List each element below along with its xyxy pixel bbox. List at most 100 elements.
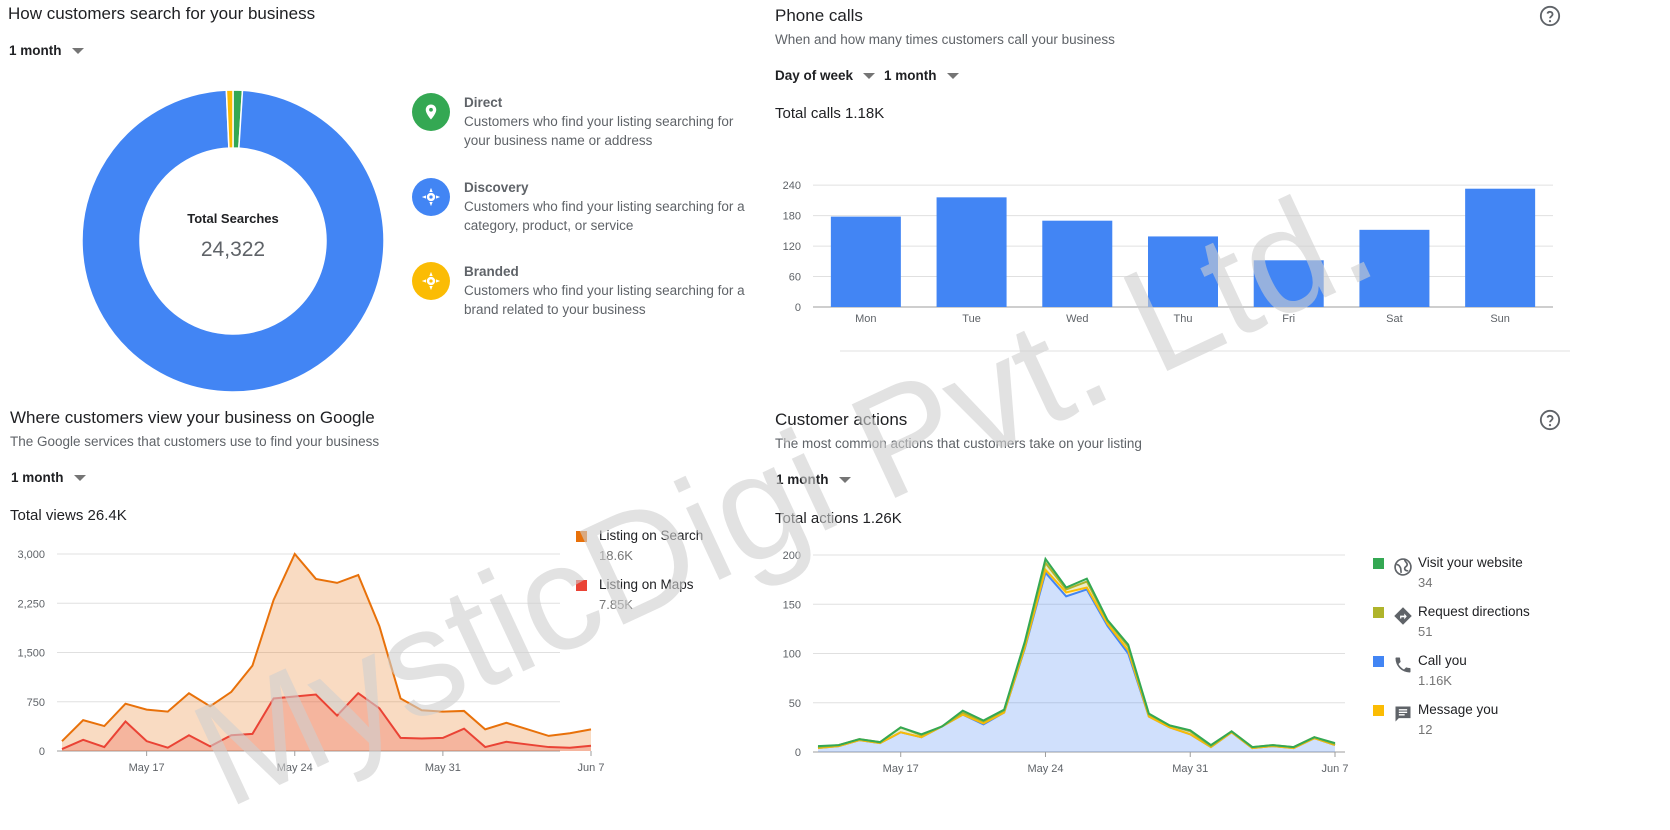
- legend-swatch: [1373, 558, 1384, 569]
- source-name: Branded: [464, 264, 519, 279]
- day-of-week-label: Day of week: [775, 68, 854, 83]
- day-of-week-dropdown[interactable]: Day of week: [775, 68, 876, 83]
- legend-swatch: [1373, 607, 1384, 618]
- search-period-dropdown[interactable]: 1 month: [9, 43, 84, 58]
- source-desc: Customers who find your listing searchin…: [464, 199, 745, 233]
- line-listing-on-maps: [61, 691, 592, 750]
- donut-center-value: 24,322: [200, 238, 266, 261]
- line-visit-your-website: [817, 556, 1336, 749]
- y-tick-label: 60: [789, 272, 801, 284]
- y-tick-label: 3,000: [17, 549, 45, 561]
- y-tick-label: 750: [27, 697, 45, 709]
- branded-badge: [412, 262, 450, 300]
- calls-total: Total calls 1.18K: [775, 105, 885, 122]
- x-tick-label: May 17: [129, 762, 165, 774]
- donut-slice-branded: [225, 89, 234, 149]
- chevron-down-icon: [863, 72, 876, 79]
- actions-area-chart: 0 50 100 150 200 May 17 May 24 May 31 Jun 7: [783, 550, 1349, 775]
- bar-thu: [1148, 236, 1218, 307]
- legend-value: 1.16K: [1418, 673, 1452, 688]
- compass-icon: [421, 271, 441, 291]
- calls-period-dropdown[interactable]: 1 month: [884, 68, 959, 83]
- phone-icon: [1395, 657, 1411, 673]
- source-name: Direct: [464, 95, 503, 110]
- chevron-down-icon: [71, 47, 84, 54]
- compass-icon: [421, 187, 441, 207]
- x-tick-label: Jun 7: [1322, 763, 1349, 775]
- source-desc: Customers who find your listing searchin…: [464, 283, 745, 317]
- calls-bar-chart: 0 60 120 180 240 Mon Tue Wed Thu Fri Sat Sun: [783, 180, 1570, 352]
- bar-fri: [1253, 260, 1324, 307]
- y-tick-label: 180: [783, 211, 801, 223]
- y-tick-label: 200: [783, 550, 801, 562]
- x-tick-label: Wed: [1066, 313, 1088, 325]
- y-tick-label: 2,250: [17, 598, 45, 610]
- chevron-down-icon: [946, 72, 959, 79]
- y-tick-label: 240: [783, 180, 801, 192]
- legend-name: Message you: [1418, 702, 1499, 717]
- legend-name: Request directions: [1418, 604, 1530, 619]
- actions-period-dropdown[interactable]: 1 month: [776, 472, 851, 487]
- legend-value: 51: [1418, 624, 1433, 639]
- legend-name: Listing on Maps: [599, 577, 694, 592]
- line-listing-on-search: [61, 552, 592, 742]
- chevron-down-icon: [838, 476, 851, 483]
- directions-icon: [1394, 607, 1412, 625]
- calls-panel-title: Phone calls: [775, 6, 863, 25]
- x-tick-label: May 24: [1027, 763, 1063, 775]
- legend-value: 34: [1418, 575, 1433, 590]
- y-tick-label: 1,500: [17, 648, 45, 660]
- y-tick-label: 120: [783, 241, 801, 253]
- legend-swatch: [576, 580, 587, 591]
- calls-panel-subtitle: When and how many times customers call y…: [775, 32, 1115, 47]
- legend-swatch: [576, 531, 587, 542]
- search-donut-chart: [81, 89, 385, 393]
- x-tick-label: Sun: [1490, 313, 1510, 325]
- views-panel-subtitle: The Google services that customers use t…: [10, 434, 380, 449]
- bar-sat: [1359, 229, 1430, 307]
- area-call-you: [818, 572, 1335, 752]
- y-tick-label: 50: [789, 698, 801, 710]
- discovery-badge: [412, 178, 450, 216]
- donut-slice-discovery: [81, 89, 385, 393]
- views-panel-title: Where customers view your business on Go…: [10, 408, 375, 427]
- views-area-chart: 0 750 1,500 2,250 3,000 May 17 May 24 May 31 Jun…: [17, 549, 605, 774]
- direct-badge: [412, 93, 450, 131]
- location-pin-icon: [425, 104, 437, 120]
- search-panel-title: How customers search for your business: [8, 4, 316, 23]
- legend-value: 7.85K: [599, 597, 633, 612]
- message-icon: [1395, 706, 1411, 722]
- views-total: Total views 26.4K: [10, 507, 127, 524]
- x-tick-label: Mon: [855, 313, 876, 325]
- legend-value: 12: [1418, 722, 1433, 737]
- source-desc: Customers who find your listing searchin…: [464, 114, 734, 148]
- bar-sun: [1465, 188, 1536, 307]
- y-tick-label: 150: [783, 599, 801, 611]
- x-tick-label: Thu: [1174, 313, 1193, 325]
- bar-mon: [830, 216, 901, 307]
- x-tick-label: Sat: [1386, 313, 1403, 325]
- y-tick-label: 0: [795, 302, 801, 314]
- x-tick-label: May 31: [1172, 763, 1208, 775]
- search-period-label: 1 month: [9, 43, 62, 58]
- actions-panel-subtitle: The most common actions that customers t…: [775, 436, 1142, 451]
- x-tick-label: May 24: [277, 762, 313, 774]
- x-tick-label: Jun 7: [578, 762, 605, 774]
- help-icon[interactable]: [1539, 409, 1561, 431]
- globe-icon: [1394, 558, 1412, 576]
- x-tick-label: Fri: [1282, 313, 1295, 325]
- donut-center-label: Total Searches: [187, 211, 279, 226]
- views-period-dropdown[interactable]: 1 month: [11, 470, 86, 485]
- legend-value: 18.6K: [599, 548, 633, 563]
- bar-tue: [936, 197, 1007, 307]
- actions-total: Total actions 1.26K: [775, 510, 902, 527]
- legend-name: Visit your website: [1418, 555, 1523, 570]
- legend-swatch: [1373, 705, 1384, 716]
- help-icon[interactable]: [1539, 5, 1561, 27]
- actions-period-label: 1 month: [776, 472, 829, 487]
- actions-panel-title: Customer actions: [775, 410, 908, 429]
- x-tick-label: May 17: [883, 763, 919, 775]
- x-tick-label: May 31: [425, 762, 461, 774]
- x-tick-label: Tue: [962, 313, 981, 325]
- y-tick-label: 100: [783, 649, 801, 661]
